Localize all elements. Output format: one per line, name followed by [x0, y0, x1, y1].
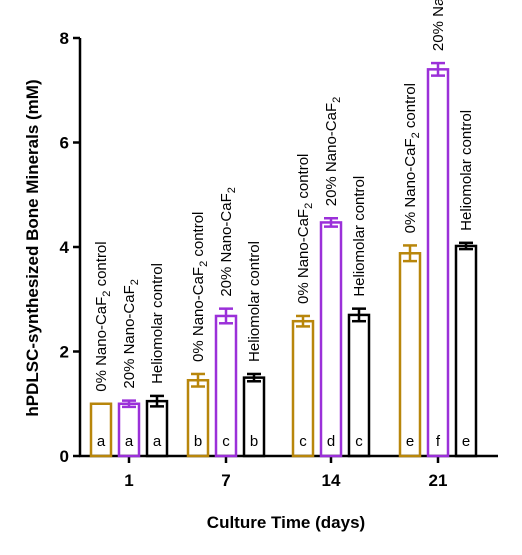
- error-bar: [403, 244, 417, 263]
- error-bar: [219, 307, 233, 325]
- bar: [398, 252, 422, 458]
- error-bar: [191, 372, 205, 388]
- axes: 0 2 4 6 8 1 7 14 21: [60, 29, 498, 490]
- significance-letter: a: [125, 433, 134, 450]
- x-tick-label: 7: [221, 471, 230, 490]
- bar: [319, 221, 343, 458]
- error-bar: [150, 394, 164, 408]
- error-bar: [296, 314, 310, 328]
- error-bar: [122, 399, 136, 409]
- significance-letter: b: [194, 433, 202, 450]
- bar: [89, 402, 113, 458]
- x-tick-label: 1: [124, 471, 133, 490]
- significance-letter: b: [250, 433, 258, 450]
- error-bar: [459, 241, 473, 251]
- x-axis-title: Culture Time (days): [207, 513, 365, 532]
- bar-group-label: 20% Nano-CaF2: [121, 279, 141, 389]
- error-bar: [247, 372, 261, 383]
- bar: [454, 244, 478, 458]
- y-tick-label: 4: [60, 238, 70, 257]
- y-axis-title: hPDLSC-synthesized Bone Minerals (mM): [23, 79, 42, 416]
- bar-group-label: 20% Nano-CaF2: [323, 97, 343, 207]
- y-tick-label: 0: [60, 447, 69, 466]
- bar-group-label: Heliomolar control: [149, 263, 166, 384]
- bar: [426, 68, 450, 458]
- x-tick-label: 14: [322, 471, 341, 490]
- bar-group-label: 0% Nano-CaF2 control: [295, 154, 315, 304]
- significance-letter: a: [153, 433, 162, 450]
- significance-letter: e: [462, 433, 470, 450]
- x-tick-label: 21: [429, 471, 448, 490]
- significance-letter: c: [222, 433, 230, 450]
- significance-letter: d: [327, 433, 335, 450]
- error-bar: [431, 61, 445, 77]
- bar-group-label: 20% Nano-CaF2: [430, 0, 450, 51]
- significance-letter: c: [355, 433, 363, 450]
- bar-group-label: 0% Nano-CaF2 control: [190, 212, 210, 362]
- bars: [89, 61, 478, 458]
- y-tick-label: 6: [60, 134, 69, 153]
- bar-group-label: Heliomolar control: [246, 241, 263, 362]
- significance-letter: f: [436, 433, 441, 450]
- bar-group-label: 0% Nano-CaF2 control: [402, 83, 422, 233]
- bar-group-label: 0% Nano-CaF2 control: [93, 241, 113, 391]
- significance-letter: a: [97, 433, 106, 450]
- bar-labels: a 0% Nano-CaF2 control b 0% Nano-CaF2 contr…: [93, 0, 475, 450]
- bar-group-label: Heliomolar control: [458, 110, 475, 231]
- significance-letter: e: [406, 433, 414, 450]
- error-bar: [352, 307, 366, 323]
- y-tick-label: 8: [60, 29, 69, 48]
- y-tick-label: 2: [60, 343, 69, 362]
- bar-group-label: 20% Nano-CaF2: [218, 187, 238, 297]
- significance-letter: c: [299, 433, 307, 450]
- bar-group-label: Heliomolar control: [351, 176, 368, 297]
- error-bar: [324, 217, 338, 228]
